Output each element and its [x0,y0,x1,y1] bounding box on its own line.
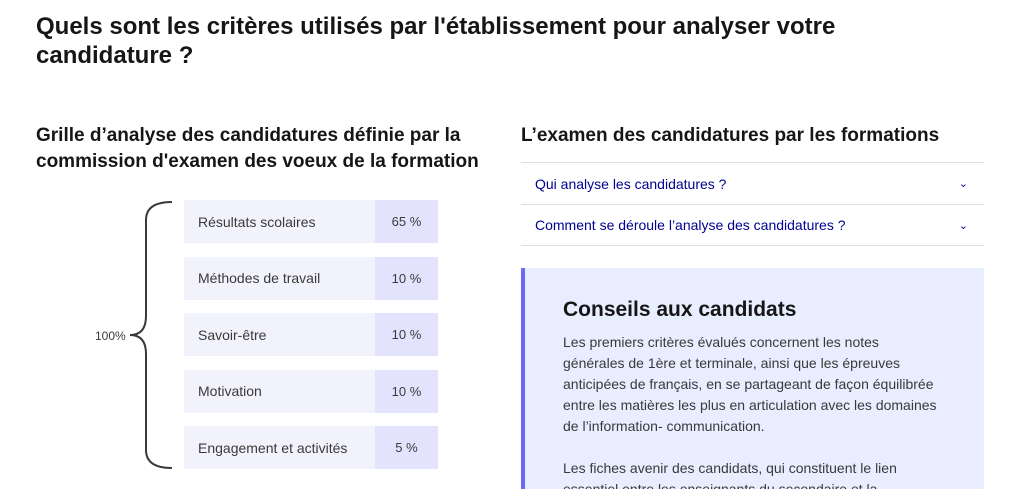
exam-title: L’examen des candidatures par les format… [521,125,940,146]
curly-brace-icon [129,201,173,469]
advice-paragraph: Les fiches avenir des candidats, qui con… [563,460,897,489]
criterion-row: Savoir-être 10 % [184,313,438,356]
total-percentage-label: 100% [95,329,126,343]
chevron-down-icon: ⌄ [958,178,968,190]
advice-callout: Conseils aux candidats Les premiers crit… [521,268,984,489]
criterion-row: Méthodes de travail 10 % [184,256,438,300]
criterion-percentage: 10 % [375,369,438,413]
accordion-item-who-analyses[interactable]: Qui analyse les candidatures ? ⌄ [521,162,984,204]
page-title: Quels sont les critères utilisés par l'é… [36,13,836,69]
criterion-row: Résultats scolaires 65 % [184,200,438,243]
criteria-grid: Résultats scolaires 65 % Méthodes de tra… [184,200,438,483]
criterion-name: Méthodes de travail [184,256,375,300]
criterion-percentage: 10 % [375,313,438,356]
criterion-percentage: 65 % [375,200,438,243]
criterion-name: Savoir-être [184,313,375,356]
advice-paragraph: Les premiers critères évalués concernent… [563,334,937,434]
chevron-down-icon: ⌄ [958,219,968,232]
advice-title: Conseils aux candidats [563,298,797,321]
grid-title: Grille d’analyse des candidatures défini… [36,125,479,172]
exam-accordion: Qui analyse les candidatures ? ⌄ Comment… [521,162,984,246]
accordion-label: Qui analyse les candidatures ? [535,175,727,192]
criterion-percentage: 10 % [375,256,438,300]
accordion-label: Comment se déroule l’analyse des candida… [535,217,846,233]
criterion-name: Motivation [184,369,375,413]
criterion-percentage: 5 % [375,426,438,469]
criterion-row: Motivation 10 % [184,369,438,413]
criterion-name: Résultats scolaires [184,200,375,243]
criterion-row: Engagement et activités 5 % [184,426,438,469]
accordion-item-how-analysis[interactable]: Comment se déroule l’analyse des candida… [521,204,984,246]
criterion-name: Engagement et activités [184,426,375,469]
advice-body: Les premiers critères évalués concernent… [563,332,938,489]
